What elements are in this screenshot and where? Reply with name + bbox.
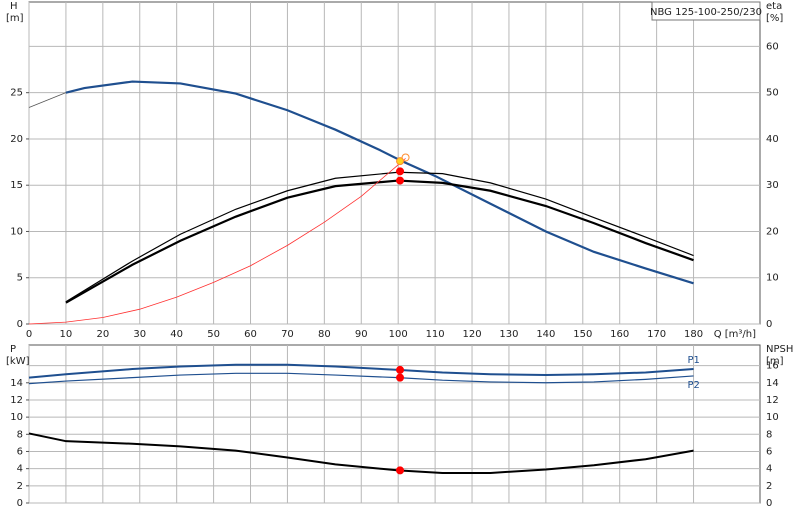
y-tick-label: 6 (17, 446, 23, 457)
y2-axis-label: NPSH (766, 344, 793, 355)
x-tick-label: 60 (244, 329, 257, 340)
operating-point (401, 153, 410, 162)
curve (28, 92, 67, 108)
y2-tick-label: 40 (766, 134, 779, 145)
plot-frame (28, 1, 761, 325)
x-tick-label: 40 (170, 329, 183, 340)
y-axis-label: H (10, 1, 18, 12)
y2-tick-label: 4 (766, 464, 772, 475)
x-axis-label: Q [m³/h] (714, 329, 756, 340)
curve (28, 158, 406, 325)
x-tick-label: 140 (536, 329, 555, 340)
y-tick-label: 20 (10, 134, 23, 145)
y-tick-label: 12 (10, 395, 23, 406)
y2-tick-label: 0 (766, 498, 772, 509)
operating-point (396, 365, 405, 374)
x-tick-label: 0 (26, 329, 32, 340)
y2-tick-label: 8 (766, 429, 772, 440)
y-axis-unit: [m] (6, 13, 24, 24)
y-tick-label: 5 (17, 273, 23, 284)
y2-tick-label: 12 (766, 395, 779, 406)
y-tick-label: 8 (17, 429, 23, 440)
operating-point (396, 167, 405, 176)
y2-axis-unit: [%] (766, 13, 783, 24)
y-tick-label: 10 (10, 226, 23, 237)
x-tick-label: 50 (207, 329, 220, 340)
y2-tick-label: 0 (766, 319, 772, 330)
annotation-box (651, 1, 761, 21)
y2-tick-label: 30 (766, 180, 779, 191)
y2-tick-label: 6 (766, 446, 772, 457)
x-tick-label: 10 (60, 329, 73, 340)
y-tick-label: 2 (17, 481, 23, 492)
y2-tick-label: 60 (766, 41, 779, 52)
y2-axis-label: eta (766, 1, 782, 12)
x-tick-label: 70 (281, 329, 294, 340)
operating-point (396, 373, 405, 382)
curve (65, 179, 694, 304)
x-tick-label: 100 (389, 329, 408, 340)
curve (28, 432, 694, 474)
curve (65, 80, 694, 285)
x-tick-label: 160 (610, 329, 629, 340)
y2-axis-unit: [m] (766, 356, 784, 367)
operating-point (396, 466, 405, 475)
curve-label: P2 (688, 380, 700, 391)
x-tick-label: 120 (462, 329, 481, 340)
operating-point (396, 157, 405, 166)
curve (28, 363, 694, 379)
y2-tick-label: 14 (766, 378, 779, 389)
x-tick-label: 110 (426, 329, 445, 340)
y-tick-label: 10 (10, 412, 23, 423)
curve-label: P1 (688, 355, 700, 366)
y-tick-label: 25 (10, 88, 23, 99)
y-axis-unit: [kW] (6, 356, 30, 367)
y-tick-label: 14 (10, 378, 23, 389)
y2-tick-label: 10 (766, 412, 779, 423)
x-tick-label: 80 (318, 329, 331, 340)
y-tick-label: 15 (10, 180, 23, 191)
y-axis-label: P (10, 344, 16, 355)
x-tick-label: 20 (96, 329, 109, 340)
y2-tick-label: 16 (766, 361, 779, 372)
x-tick-label: 180 (684, 329, 703, 340)
y-tick-label: 4 (17, 464, 23, 475)
x-tick-label: 90 (355, 329, 368, 340)
x-tick-label: 170 (647, 329, 666, 340)
y2-tick-label: 10 (766, 273, 779, 284)
y2-tick-label: 20 (766, 226, 779, 237)
y2-tick-label: 2 (766, 481, 772, 492)
y-tick-label: 0 (17, 319, 23, 330)
x-tick-label: 130 (499, 329, 518, 340)
y2-tick-label: 50 (766, 88, 779, 99)
operating-point (396, 176, 405, 185)
curve (65, 171, 694, 303)
curve (28, 372, 694, 385)
x-tick-label: 150 (573, 329, 592, 340)
x-tick-label: 30 (133, 329, 146, 340)
annotation: NBG 125-100-250/230 (650, 7, 762, 18)
y-tick-label: 0 (17, 498, 23, 509)
